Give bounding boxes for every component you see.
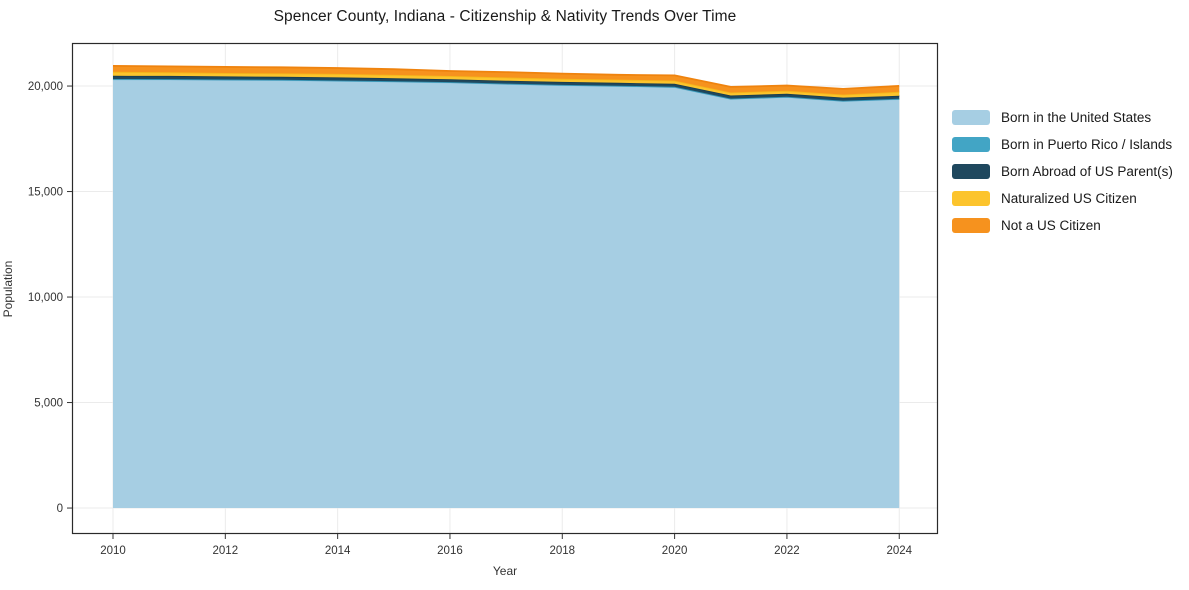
legend-swatch-not-citizen bbox=[952, 218, 990, 233]
area-series-4 bbox=[113, 65, 900, 95]
x-tick-label: 2012 bbox=[213, 545, 239, 557]
legend-label: Born Abroad of US Parent(s) bbox=[1001, 164, 1173, 179]
y-axis-label: Population bbox=[1, 260, 15, 318]
legend-item-born-abroad[interactable]: Born Abroad of US Parent(s) bbox=[952, 158, 1173, 185]
plot-area[interactable]: 0 5,000 10,000 15,000 20,000 2010 2012 2014 2016… bbox=[28, 42, 939, 557]
y-tick-label: 20,000 bbox=[28, 81, 63, 93]
area-topline-4 bbox=[112, 65, 900, 90]
y-tick-label: 15,000 bbox=[28, 187, 63, 199]
legend-label: Naturalized US Citizen bbox=[1001, 191, 1137, 206]
y-tick-label: 10,000 bbox=[28, 292, 63, 304]
x-tick-label: 2018 bbox=[549, 545, 575, 557]
legend-swatch-born-us bbox=[952, 110, 990, 125]
x-tick-label: 2024 bbox=[886, 545, 912, 557]
x-tick-label: 2022 bbox=[774, 545, 800, 557]
plot-frame bbox=[71, 42, 939, 535]
y-tick-label: 0 bbox=[57, 503, 63, 515]
legend: Born in the United States Born in Puerto… bbox=[952, 104, 1173, 239]
legend-item-born-us[interactable]: Born in the United States bbox=[952, 104, 1173, 131]
x-tick-label: 2010 bbox=[100, 545, 126, 557]
legend-item-pr-islands[interactable]: Born in Puerto Rico / Islands bbox=[952, 131, 1173, 158]
y-tick-label: 5,000 bbox=[34, 398, 63, 410]
x-tick-label: 2016 bbox=[437, 545, 463, 557]
x-tick-label: 2020 bbox=[662, 545, 688, 557]
legend-label: Born in the United States bbox=[1001, 110, 1152, 125]
legend-item-naturalized[interactable]: Naturalized US Citizen bbox=[952, 185, 1173, 212]
area-series-0 bbox=[113, 79, 900, 508]
legend-swatch-naturalized bbox=[952, 191, 990, 206]
legend-label: Born in Puerto Rico / Islands bbox=[1001, 137, 1173, 152]
x-axis-label: Year bbox=[492, 564, 518, 578]
legend-swatch-pr-islands bbox=[952, 137, 990, 152]
legend-label: Not a US Citizen bbox=[1001, 218, 1101, 233]
legend-swatch-born-abroad bbox=[952, 164, 990, 179]
x-tick-label: 2014 bbox=[325, 545, 351, 557]
chart-title: Spencer County, Indiana - Citizenship & … bbox=[273, 8, 737, 25]
area-series-3 bbox=[113, 71, 900, 98]
legend-item-not-citizen[interactable]: Not a US Citizen bbox=[952, 212, 1173, 239]
